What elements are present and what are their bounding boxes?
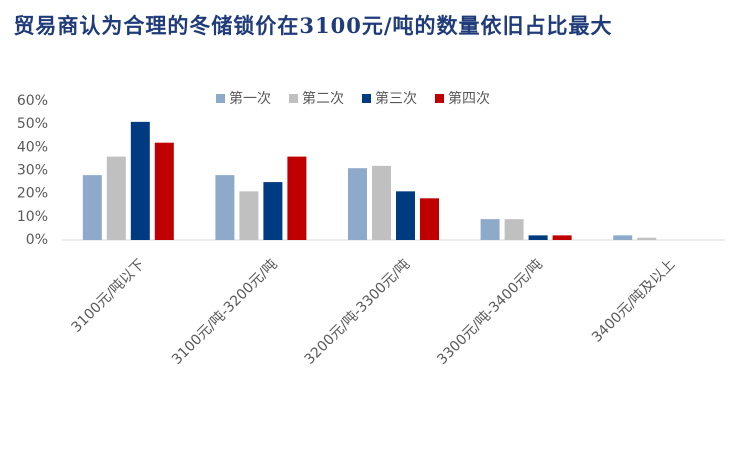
legend-label: 第四次 (448, 90, 490, 107)
bar (239, 191, 259, 240)
bar (613, 235, 633, 240)
x-tick-label: 3100元/吨-3200元/吨 (169, 256, 281, 368)
bar (106, 156, 126, 240)
bar (528, 235, 548, 240)
bar (348, 168, 367, 240)
bar (154, 142, 174, 240)
x-tick-label: 3400元/吨及以上 (589, 256, 678, 345)
legend-swatch (362, 94, 371, 103)
bar (287, 156, 307, 240)
y-tick-label: 60% (17, 93, 48, 109)
bar (130, 121, 150, 240)
legend-label: 第一次 (229, 90, 271, 107)
y-tick-label: 20% (17, 186, 48, 202)
bar (480, 219, 500, 240)
bar (504, 219, 524, 240)
legend-label: 第三次 (375, 90, 417, 107)
y-tick-label: 40% (17, 139, 48, 155)
y-tick-label: 10% (17, 209, 48, 225)
chart-title: 贸易商认为合理的冬储锁价在3100元/吨的数量依旧占比最大 (13, 13, 613, 38)
legend-swatch (216, 94, 225, 103)
x-tick-label: 3100元/吨以下 (69, 256, 148, 335)
x-tick-label: 3200元/吨-3300元/吨 (302, 256, 414, 368)
bar (396, 191, 415, 240)
bar (372, 165, 391, 240)
y-tick-label: 30% (17, 163, 48, 179)
y-tick-label: 0% (26, 232, 48, 248)
bar (263, 182, 283, 240)
bar (215, 175, 235, 240)
bar (82, 175, 102, 240)
legend-label: 第二次 (302, 90, 344, 107)
y-tick-label: 50% (17, 116, 48, 132)
legend-swatch (289, 94, 298, 103)
bar (552, 235, 572, 240)
x-tick-label: 3300元/吨-3400元/吨 (434, 256, 546, 368)
bar (637, 237, 657, 240)
bar (420, 198, 439, 240)
legend-swatch (435, 94, 444, 103)
